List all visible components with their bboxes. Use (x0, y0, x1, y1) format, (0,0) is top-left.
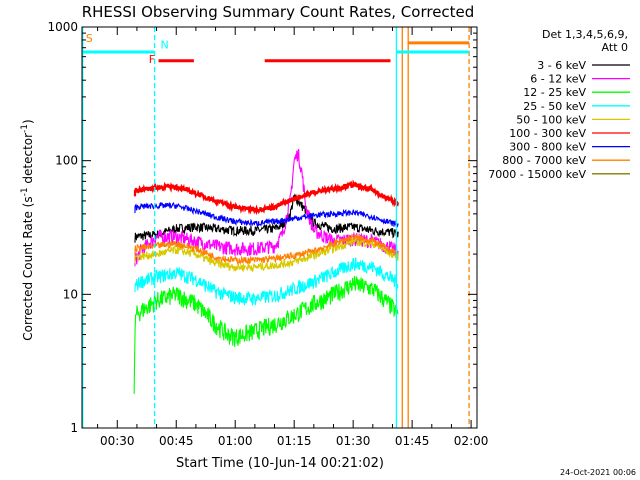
x-tick-label-7: 02:00 (454, 434, 489, 448)
x-tick-label-5: 01:30 (336, 434, 371, 448)
marker-label-n: N (161, 39, 169, 52)
y-axis-label: Corrected Count Rate (s-1 detector-1) (20, 119, 35, 340)
legend-label-3: 12 - 25 keV (523, 86, 586, 99)
series-line-4 (134, 257, 399, 307)
y-tick-label-2: 10 (63, 287, 78, 301)
marker-layer: S NF (82, 27, 470, 428)
legend-label-7: 300 - 800 keV (509, 141, 586, 154)
legend-label-6: 100 - 300 keV (509, 127, 586, 140)
marker-label-f: F (149, 53, 155, 66)
chart-title: RHESSI Observing Summary Count Rates, Co… (82, 3, 475, 21)
series-line-7 (134, 201, 399, 228)
plot-frame (81, 26, 478, 429)
y-tick-label-3: 100 (55, 154, 78, 168)
y-tick-label-1: 1 (70, 421, 78, 435)
y-tick-label-4: 1000 (47, 20, 78, 34)
series-line-3 (133, 276, 399, 394)
x-axis-label: Start Time (10-Jun-14 00:21:02) (176, 456, 384, 471)
legend-label-2: 6 - 12 keV (530, 73, 586, 86)
legend-label-9: 7000 - 15000 keV (488, 168, 586, 181)
series-line-5 (134, 236, 399, 273)
x-tick-label-1: 00:30 (100, 434, 135, 448)
legend-title-line2: Att 0 (602, 41, 628, 54)
x-tick-label-3: 01:00 (218, 434, 253, 448)
legend-label-8: 800 - 7000 keV (502, 154, 586, 167)
legend-label-4: 25 - 50 keV (523, 100, 586, 113)
x-tick-label-6: 01:45 (395, 434, 430, 448)
axis-layer: 00:30 00:45 01:00 01:15 01:30 01:45 02:00 1 10 10… (47, 20, 488, 448)
legend-label-5: 50 - 100 keV (516, 113, 586, 126)
x-tick-label-2: 00:45 (159, 434, 194, 448)
series-line-8 (134, 233, 399, 266)
legend-label-1: 3 - 6 keV (537, 59, 586, 72)
series-layer (133, 149, 400, 394)
series-line-1 (134, 193, 399, 243)
footer-date: 24-Oct-2021 00:06 (560, 468, 636, 477)
x-tick-label-4: 01:15 (277, 434, 312, 448)
legend-title-line1: Det 1,3,4,5,6,9, (542, 28, 628, 41)
marker-label-s: S (86, 32, 93, 45)
series-line-6 (133, 179, 400, 216)
